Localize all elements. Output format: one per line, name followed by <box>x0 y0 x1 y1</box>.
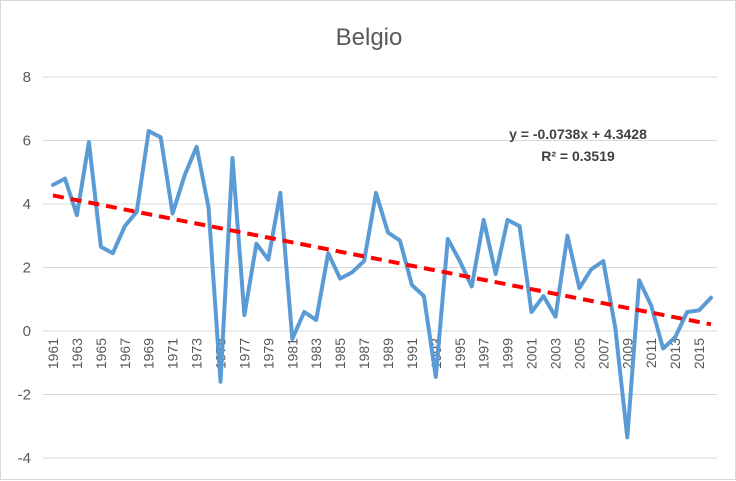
data-point <box>291 338 293 340</box>
data-point <box>339 278 341 280</box>
data-point <box>375 192 377 194</box>
data-point <box>243 314 245 316</box>
x-tick-label: 2011 <box>643 338 659 368</box>
data-point <box>52 184 54 186</box>
data-point <box>626 436 628 438</box>
data-point <box>578 287 580 289</box>
data-point <box>447 238 449 240</box>
trendline <box>52 193 712 327</box>
data-point <box>435 376 437 378</box>
x-tick-label: 2007 <box>595 338 611 369</box>
data-point <box>303 311 305 313</box>
x-tick-label: 1971 <box>165 338 181 369</box>
data-point <box>172 213 174 215</box>
data-point <box>399 240 401 242</box>
data-point <box>459 260 461 262</box>
x-tick-label: 2015 <box>691 338 707 369</box>
data-point <box>495 273 497 275</box>
data-point <box>112 252 114 254</box>
data-point <box>710 297 712 299</box>
data-point <box>471 286 473 288</box>
data-point <box>411 284 413 286</box>
x-tick-label: 1961 <box>45 338 61 369</box>
data-point <box>483 219 485 221</box>
data-point <box>124 225 126 227</box>
data-point <box>219 381 221 383</box>
trendline-layer <box>52 193 712 327</box>
x-tick-label: 1983 <box>308 338 324 369</box>
data-point <box>531 311 533 313</box>
x-tick-label: 1987 <box>356 338 372 369</box>
data-point <box>160 136 162 138</box>
y-tick-label: -4 <box>18 450 31 467</box>
x-tick-label: 1991 <box>404 338 420 369</box>
trendline-r2: R² = 0.3519 <box>541 148 615 164</box>
y-tick-label: 2 <box>23 260 31 277</box>
data-point <box>279 192 281 194</box>
x-tick-label: 1985 <box>332 338 348 369</box>
data-point <box>148 130 150 132</box>
data-point <box>351 271 353 273</box>
data-point <box>76 214 78 216</box>
x-tick-label: 1969 <box>141 338 157 369</box>
x-tick-label: 1989 <box>380 338 396 369</box>
x-tick-label: 1999 <box>500 338 516 369</box>
data-point <box>507 219 509 221</box>
data-point <box>554 316 556 318</box>
y-tick-label: 0 <box>23 323 31 340</box>
data-point <box>267 259 269 261</box>
data-point <box>184 174 186 176</box>
data-point <box>363 260 365 262</box>
x-tick-label: 1965 <box>93 338 109 369</box>
data-point <box>686 311 688 313</box>
data-point <box>638 279 640 281</box>
chart-title: Belgio <box>336 24 403 51</box>
data-point <box>315 319 317 321</box>
x-tick-label: 1981 <box>284 338 300 369</box>
data-point <box>662 347 664 349</box>
data-point <box>255 243 257 245</box>
x-tick-label: 1997 <box>476 338 492 369</box>
data-point <box>674 336 676 338</box>
data-point <box>196 146 198 148</box>
data-point <box>566 235 568 237</box>
data-point <box>650 305 652 307</box>
x-tick-label: 2013 <box>667 338 683 369</box>
data-point <box>614 327 616 329</box>
y-tick-label: 4 <box>23 196 31 213</box>
y-tick-label: -2 <box>18 387 31 404</box>
y-tick-label: 8 <box>23 69 31 86</box>
data-point <box>100 246 102 248</box>
data-point <box>136 211 138 213</box>
data-point <box>519 225 521 227</box>
data-point <box>327 252 329 254</box>
x-tick-label: 1977 <box>236 338 252 369</box>
data-point <box>698 309 700 311</box>
x-tick-label: 1979 <box>260 338 276 369</box>
x-tick-label: 1973 <box>189 338 205 369</box>
series-line <box>51 129 713 440</box>
x-tick-label: 2001 <box>524 338 540 369</box>
data-point <box>88 141 90 143</box>
data-point <box>387 232 389 234</box>
y-tick-label: 6 <box>23 133 31 150</box>
x-tick-label: 1963 <box>69 338 85 369</box>
x-tick-label: 2005 <box>571 338 587 369</box>
x-tick-label: 1995 <box>452 338 468 369</box>
data-point <box>423 295 425 297</box>
trendline-equation: y = -0.0738x + 4.3428 <box>509 126 647 142</box>
data-point <box>543 295 545 297</box>
x-tick-label: 1967 <box>117 338 133 369</box>
data-point <box>602 260 604 262</box>
data-point <box>590 268 592 270</box>
x-axis-ticks: 1961 1963 1965 1967 1969 1971 1973 1975 1977 1979… <box>45 338 707 369</box>
x-tick-label: 2003 <box>547 338 563 369</box>
y-axis-ticks: -4 -2 0 2 4 6 8 <box>18 69 31 467</box>
data-point <box>231 157 233 159</box>
data-point <box>64 178 66 180</box>
series-layer <box>51 129 713 440</box>
data-point <box>208 206 210 208</box>
